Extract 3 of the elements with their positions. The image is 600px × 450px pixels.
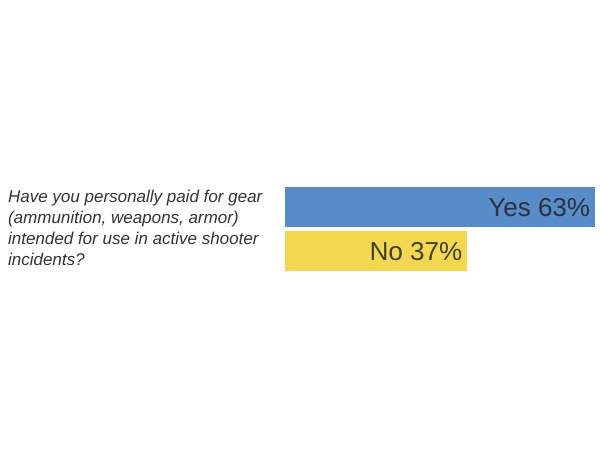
data-label: Yes 63%: [488, 192, 590, 222]
text: Have you personally paid for gear (ammunition, weapons, armor) intended for use in active shooter incidents?: [8, 186, 264, 270]
data-label: No 37%: [370, 236, 462, 266]
